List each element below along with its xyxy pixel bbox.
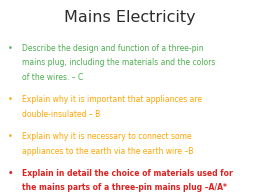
Text: •: •	[8, 169, 13, 178]
Text: •: •	[8, 95, 13, 104]
Text: Mains Electricity: Mains Electricity	[64, 10, 195, 25]
Text: of the wires. – C: of the wires. – C	[22, 73, 83, 82]
Text: Explain why it is important that appliances are: Explain why it is important that applian…	[22, 95, 202, 104]
Text: Explain in detail the choice of materials used for: Explain in detail the choice of material…	[22, 169, 233, 178]
Text: Describe the design and function of a three-pin: Describe the design and function of a th…	[22, 44, 204, 53]
Text: •: •	[8, 132, 13, 141]
Text: Explain why it is necessary to connect some: Explain why it is necessary to connect s…	[22, 132, 192, 141]
Text: •: •	[8, 44, 13, 53]
Text: mains plug, including the materials and the colors: mains plug, including the materials and …	[22, 58, 215, 67]
Text: appliances to the earth via the earth wire –B: appliances to the earth via the earth wi…	[22, 147, 193, 156]
Text: the mains parts of a three-pin mains plug –A/A*: the mains parts of a three-pin mains plu…	[22, 184, 227, 192]
Text: double-insulated – B: double-insulated – B	[22, 110, 100, 119]
